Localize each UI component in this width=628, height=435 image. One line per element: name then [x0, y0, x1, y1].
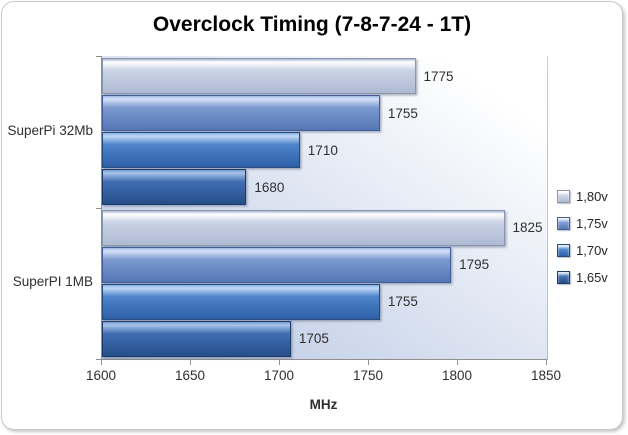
x-axis-tick-label: 1600 — [85, 368, 117, 383]
bar-row: 1755 — [102, 283, 547, 320]
legend-swatch-icon — [557, 244, 570, 257]
bar-row: 1775 — [102, 58, 547, 95]
x-axis-tick — [190, 360, 191, 365]
legend-swatch-icon — [557, 217, 570, 230]
chart-bar — [102, 209, 505, 246]
chart-bar — [102, 58, 416, 95]
x-axis-tick — [279, 360, 280, 365]
chart-bar — [102, 283, 380, 320]
legend-swatch-icon — [557, 271, 570, 284]
chart-bar — [102, 95, 380, 132]
x-axis-tick-label: 1700 — [263, 368, 295, 383]
legend: 1,80v 1,75v 1,70v 1,65v — [557, 188, 608, 286]
x-axis-tick-labels: 1600 1650 1700 1750 1800 1850 — [86, 368, 561, 384]
x-axis-title: MHz — [309, 397, 338, 412]
chart-bar — [102, 169, 247, 206]
legend-label: 1,80v — [576, 189, 608, 204]
bar-row: 1705 — [102, 320, 547, 357]
x-axis-tick-label: 1750 — [352, 368, 384, 383]
chart-frame: Overclock Timing (7-8-7-24 - 1T) 1775 175… — [1, 1, 623, 430]
category-label: SuperPi 32Mb — [7, 123, 93, 138]
bar-value-label: 1795 — [459, 257, 490, 273]
category-group: 1825 1795 1755 1705 — [102, 208, 547, 360]
bar-value-label: 1705 — [298, 331, 329, 347]
legend-item: 1,80v — [557, 188, 608, 205]
x-axis-tick-label: 1800 — [441, 368, 473, 383]
x-axis-ticks — [101, 360, 547, 365]
x-axis-tick — [101, 360, 102, 365]
bar-value-label: 1755 — [387, 105, 418, 121]
category-group: 1775 1755 1710 1680 — [102, 56, 547, 208]
bar-value-label: 1710 — [307, 142, 338, 158]
y-axis-tick — [96, 56, 101, 57]
chart-bar — [102, 246, 452, 283]
bar-row: 1710 — [102, 132, 547, 169]
x-axis-tick — [368, 360, 369, 365]
chart-title: Overclock Timing (7-8-7-24 - 1T) — [152, 13, 472, 36]
bar-row: 1825 — [102, 209, 547, 246]
y-axis-tick — [96, 359, 101, 360]
bar-value-label: 1680 — [254, 179, 285, 195]
category-label: SuperPI 1MB — [12, 274, 93, 289]
legend-item: 1,70v — [557, 242, 608, 259]
bar-value-label: 1825 — [512, 220, 543, 236]
chart-bar — [102, 132, 300, 169]
plot-area: 1775 1755 1710 1680 1825 1795 1755 1705 — [101, 56, 548, 360]
bar-row: 1755 — [102, 95, 547, 132]
x-axis-tick-label: 1650 — [174, 368, 206, 383]
legend-swatch-icon — [557, 190, 570, 203]
legend-label: 1,75v — [576, 216, 608, 231]
legend-label: 1,65v — [576, 270, 608, 285]
bar-row: 1795 — [102, 246, 547, 283]
x-axis-tick — [457, 360, 458, 365]
legend-item: 1,65v — [557, 269, 608, 286]
bar-value-label: 1775 — [423, 68, 454, 84]
bar-value-label: 1755 — [387, 294, 418, 310]
chart-bar — [102, 320, 291, 357]
x-axis-tick — [546, 360, 547, 365]
bar-row: 1680 — [102, 169, 547, 206]
x-axis-tick-label: 1850 — [530, 368, 562, 383]
legend-label: 1,70v — [576, 243, 608, 258]
y-axis-tick — [96, 208, 101, 209]
legend-item: 1,75v — [557, 215, 608, 232]
